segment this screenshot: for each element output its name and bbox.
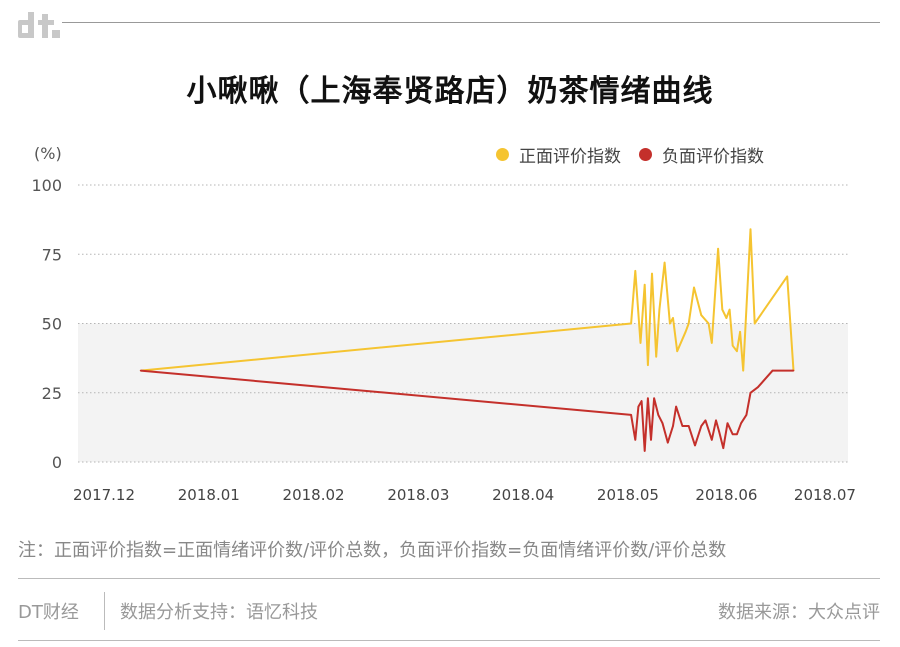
x-tick-label: 2018.06 [695,486,757,504]
x-tick-label: 2018.07 [794,486,856,504]
data-point-negative [771,369,774,372]
data-point-negative [700,425,703,427]
data-point-negative [657,414,660,416]
data-point-negative [672,425,674,427]
data-point-positive [739,331,741,333]
data-point-positive [687,322,690,325]
y-axis-unit-label: (%) [34,144,62,163]
data-point-negative [757,386,759,389]
data-point-positive [707,322,710,325]
data-point-positive [658,308,661,311]
data-point-negative [726,422,729,425]
legend-marker-positive [496,148,509,161]
footer-separator [104,592,105,630]
data-point-negative [792,369,795,372]
x-tick-label: 2018.05 [597,486,659,504]
data-point-positive [693,286,695,289]
data-point-negative [653,397,655,400]
data-point-negative [687,425,690,427]
data-point-positive [669,322,671,325]
data-point-positive [700,314,703,316]
data-point-negative [745,414,748,416]
x-tick-label: 2018.03 [387,486,449,504]
footer-bottom-rule [18,640,880,641]
data-point-negative [715,419,717,422]
data-point-positive [731,344,734,347]
data-point-positive [728,308,731,311]
footer-source: 数据来源：大众点评 [718,602,880,623]
data-point-negative [675,405,677,408]
data-point-positive [643,283,646,286]
dt-logo [18,12,60,38]
data-point-negative [666,441,669,444]
data-point-positive [672,317,674,319]
data-point-positive [634,270,637,272]
legend-label-positive: 正面评价指数 [519,147,621,167]
data-point-negative [749,391,752,394]
legend-label-negative: 负面评价指数 [662,147,764,167]
data-point-positive [753,322,756,325]
footer-support: 数据分析支持：语忆科技 [120,602,318,623]
data-point-negative [681,425,684,427]
data-point-positive [630,322,632,325]
data-point-negative [650,439,652,441]
x-tick-label: 2018.01 [178,486,240,504]
footer-top-rule [18,578,880,579]
y-tick-label: 0 [52,453,62,472]
data-point-negative [643,450,646,452]
data-point-positive [663,261,666,264]
data-point-positive [721,308,724,311]
y-tick-label: 100 [31,176,62,195]
data-point-negative [736,433,738,436]
data-point-positive [742,369,745,372]
data-point-positive [651,272,653,275]
data-point-negative [740,422,742,425]
data-point-negative [640,400,643,402]
x-tick-label: 2017.12 [73,486,135,504]
data-point-negative [634,439,637,441]
data-point-positive [684,331,687,333]
series-line-negative [140,369,794,452]
data-point-positive [655,355,658,358]
data-point-negative [637,405,640,408]
data-point-positive [749,228,752,231]
x-tick-label: 2018.04 [492,486,554,504]
data-point-positive [710,342,713,344]
data-point-positive [639,342,642,344]
data-point-negative [722,447,725,449]
data-point-positive [725,317,728,319]
data-point-positive [717,247,719,250]
legend-item-positive: 正面评价指数 [496,142,621,167]
data-point-negative [661,422,664,425]
data-point-negative [694,444,696,447]
data-point-negative [647,397,649,400]
x-tick-label: 2018.02 [283,486,345,504]
data-point-positive [676,350,678,353]
dt-logo-mark [18,12,60,38]
legend-item-negative: 负面评价指数 [639,142,764,167]
data-point-negative [731,433,734,436]
data-point-positive [647,364,649,366]
data-point-positive [736,350,738,353]
data-point-negative [704,419,707,422]
footnote: 注：正面评价指数=正面情绪评价数/评价总数，负面评价指数=负面情绪评价数/评价总… [18,540,727,561]
y-tick-label: 50 [42,315,62,334]
legend: 正面评价指数 负面评价指数 [496,142,782,167]
footer-brand: DT财经 [18,602,79,623]
data-point-positive [786,275,789,278]
y-tick-label: 25 [42,384,62,403]
chart-title: 小啾啾（上海奉贤路店）奶茶情绪曲线 [186,74,714,109]
legend-marker-negative [639,148,652,161]
data-point-negative [139,369,142,372]
header-rule [62,22,880,23]
data-point-negative [710,439,713,441]
data-point-negative [630,414,632,416]
data-point-negative [718,430,720,433]
y-tick-label: 75 [42,245,62,264]
